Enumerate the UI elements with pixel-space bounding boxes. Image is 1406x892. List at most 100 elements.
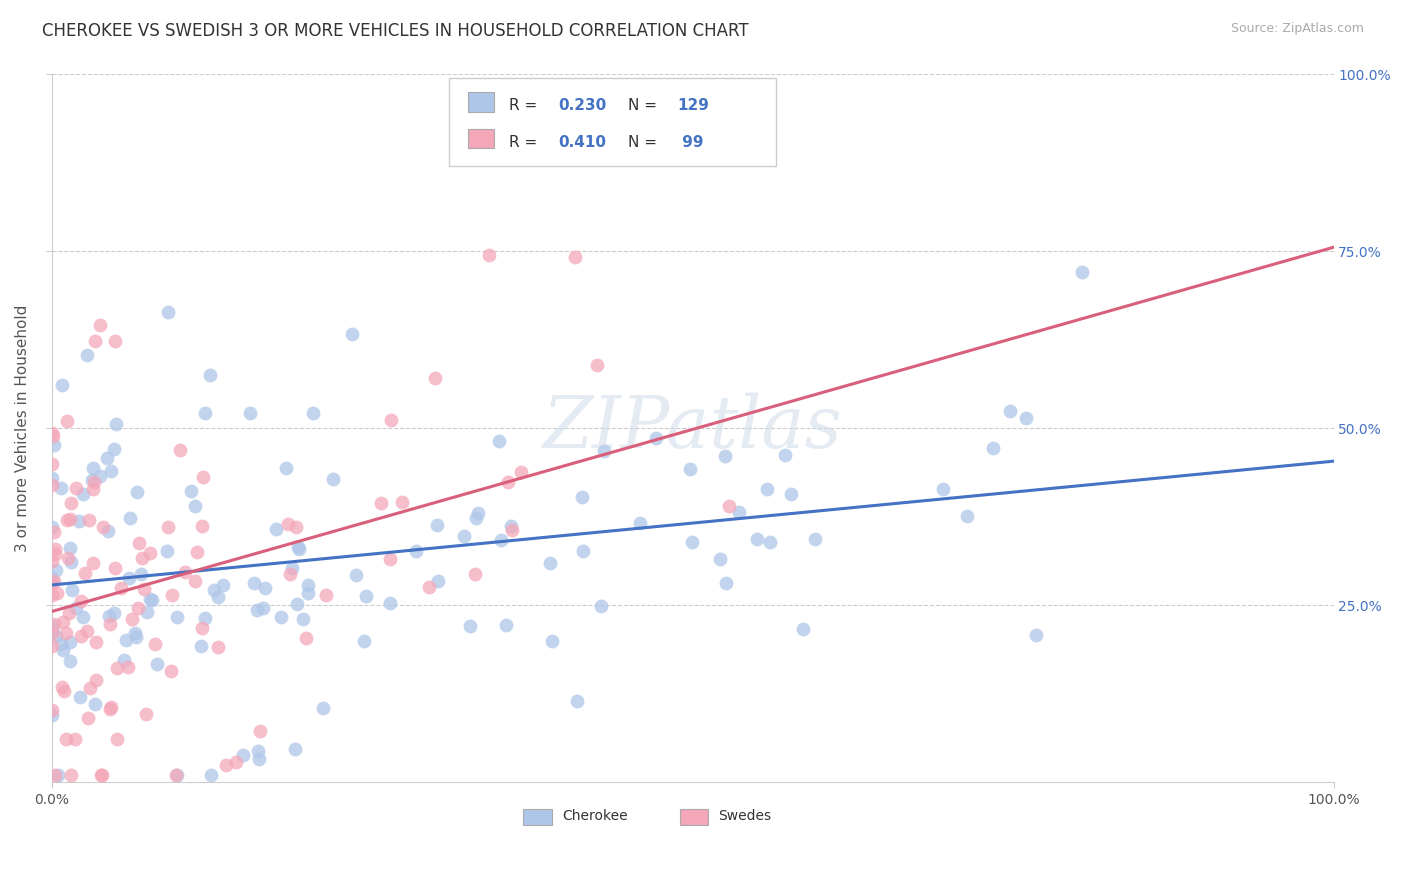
Point — [141, 592, 163, 607]
Point — [41, 457, 63, 471]
Point — [270, 610, 292, 624]
Point — [56, 513, 79, 527]
Point — [803, 533, 825, 547]
Point — [212, 578, 235, 592]
Text: R =: R = — [509, 98, 543, 113]
Point — [458, 619, 481, 633]
Point — [489, 533, 512, 547]
Point — [541, 634, 564, 648]
Point — [82, 483, 104, 497]
Point — [56, 551, 79, 566]
Point — [249, 724, 271, 739]
Point — [84, 673, 107, 688]
Point — [104, 561, 127, 575]
Point — [72, 487, 94, 501]
Point — [65, 732, 87, 747]
Point — [49, 637, 72, 651]
Point — [775, 448, 797, 462]
Point — [65, 481, 87, 495]
Point — [174, 565, 197, 579]
Point — [59, 654, 82, 668]
Point — [644, 431, 666, 445]
Point — [301, 406, 323, 420]
Point — [125, 630, 148, 644]
Point — [194, 406, 217, 420]
Point — [42, 574, 65, 588]
Point — [138, 546, 160, 560]
Text: Source: ZipAtlas.com: Source: ZipAtlas.com — [1230, 22, 1364, 36]
Point — [70, 594, 93, 608]
Bar — [679, 809, 707, 825]
Point — [143, 637, 166, 651]
Point — [277, 516, 299, 531]
Point — [931, 483, 953, 497]
Point — [97, 524, 120, 538]
Point — [52, 615, 75, 629]
Point — [184, 574, 207, 588]
Point — [73, 566, 96, 580]
Point — [76, 348, 98, 362]
Point — [41, 703, 63, 717]
Point — [103, 606, 125, 620]
Point — [340, 327, 363, 342]
Point — [41, 639, 63, 653]
Point — [1015, 411, 1038, 425]
Point — [100, 464, 122, 478]
Point — [41, 429, 63, 443]
Point — [118, 511, 141, 525]
Point — [83, 475, 105, 489]
Point — [45, 586, 67, 600]
Point — [67, 514, 90, 528]
Point — [628, 516, 651, 530]
Point — [41, 589, 63, 603]
Point — [593, 444, 616, 458]
Bar — [523, 809, 551, 825]
Point — [478, 248, 501, 262]
Point — [132, 582, 155, 596]
Point — [247, 752, 270, 766]
Point — [44, 541, 66, 556]
Point — [136, 605, 159, 619]
Point — [285, 598, 308, 612]
Point — [98, 617, 121, 632]
Point — [51, 378, 73, 392]
Point — [315, 589, 337, 603]
Point — [44, 768, 66, 782]
Point — [391, 494, 413, 508]
Point — [84, 697, 107, 711]
Point — [276, 461, 298, 475]
Point — [166, 609, 188, 624]
Point — [156, 520, 179, 534]
Point — [44, 548, 66, 562]
Point — [55, 415, 77, 429]
Text: Cherokee: Cherokee — [562, 809, 627, 823]
Point — [156, 305, 179, 319]
Point — [124, 626, 146, 640]
Point — [82, 556, 104, 570]
Point — [77, 513, 100, 527]
Point — [59, 555, 82, 569]
Point — [44, 616, 66, 631]
Point — [499, 519, 522, 533]
Point — [405, 544, 427, 558]
Point — [97, 609, 120, 624]
Point — [41, 575, 63, 590]
Point — [280, 561, 302, 575]
Point — [128, 536, 150, 550]
Point — [127, 485, 149, 500]
Point — [496, 475, 519, 490]
Point — [90, 768, 112, 782]
Point — [160, 664, 183, 678]
Point — [91, 520, 114, 534]
Point — [1071, 265, 1094, 279]
Text: 0.230: 0.230 — [558, 98, 606, 113]
Point — [589, 599, 612, 613]
Point — [89, 318, 111, 332]
Point — [755, 483, 778, 497]
Point — [467, 506, 489, 520]
Point — [52, 684, 75, 698]
Text: 99: 99 — [678, 136, 703, 150]
FancyBboxPatch shape — [449, 78, 776, 166]
Point — [131, 551, 153, 566]
Point — [41, 519, 63, 533]
